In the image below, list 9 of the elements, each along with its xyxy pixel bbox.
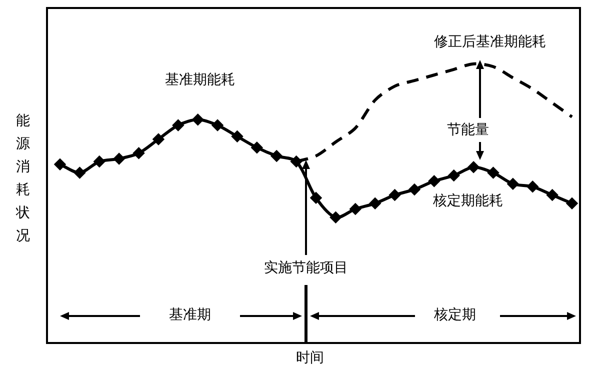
y-axis-title: 能源消耗状况	[15, 112, 31, 246]
annotation: 核定期	[430, 306, 480, 324]
annotation: 核定期能耗	[432, 192, 504, 210]
annotation: 基准期能耗	[164, 71, 236, 89]
annotation: 基准期	[165, 306, 215, 324]
x-axis-title: 时间	[296, 349, 324, 367]
text: 修正后基准期能耗	[433, 33, 547, 51]
annotation: 节能量	[446, 121, 490, 139]
annotation: 实施节能项目	[260, 259, 352, 277]
